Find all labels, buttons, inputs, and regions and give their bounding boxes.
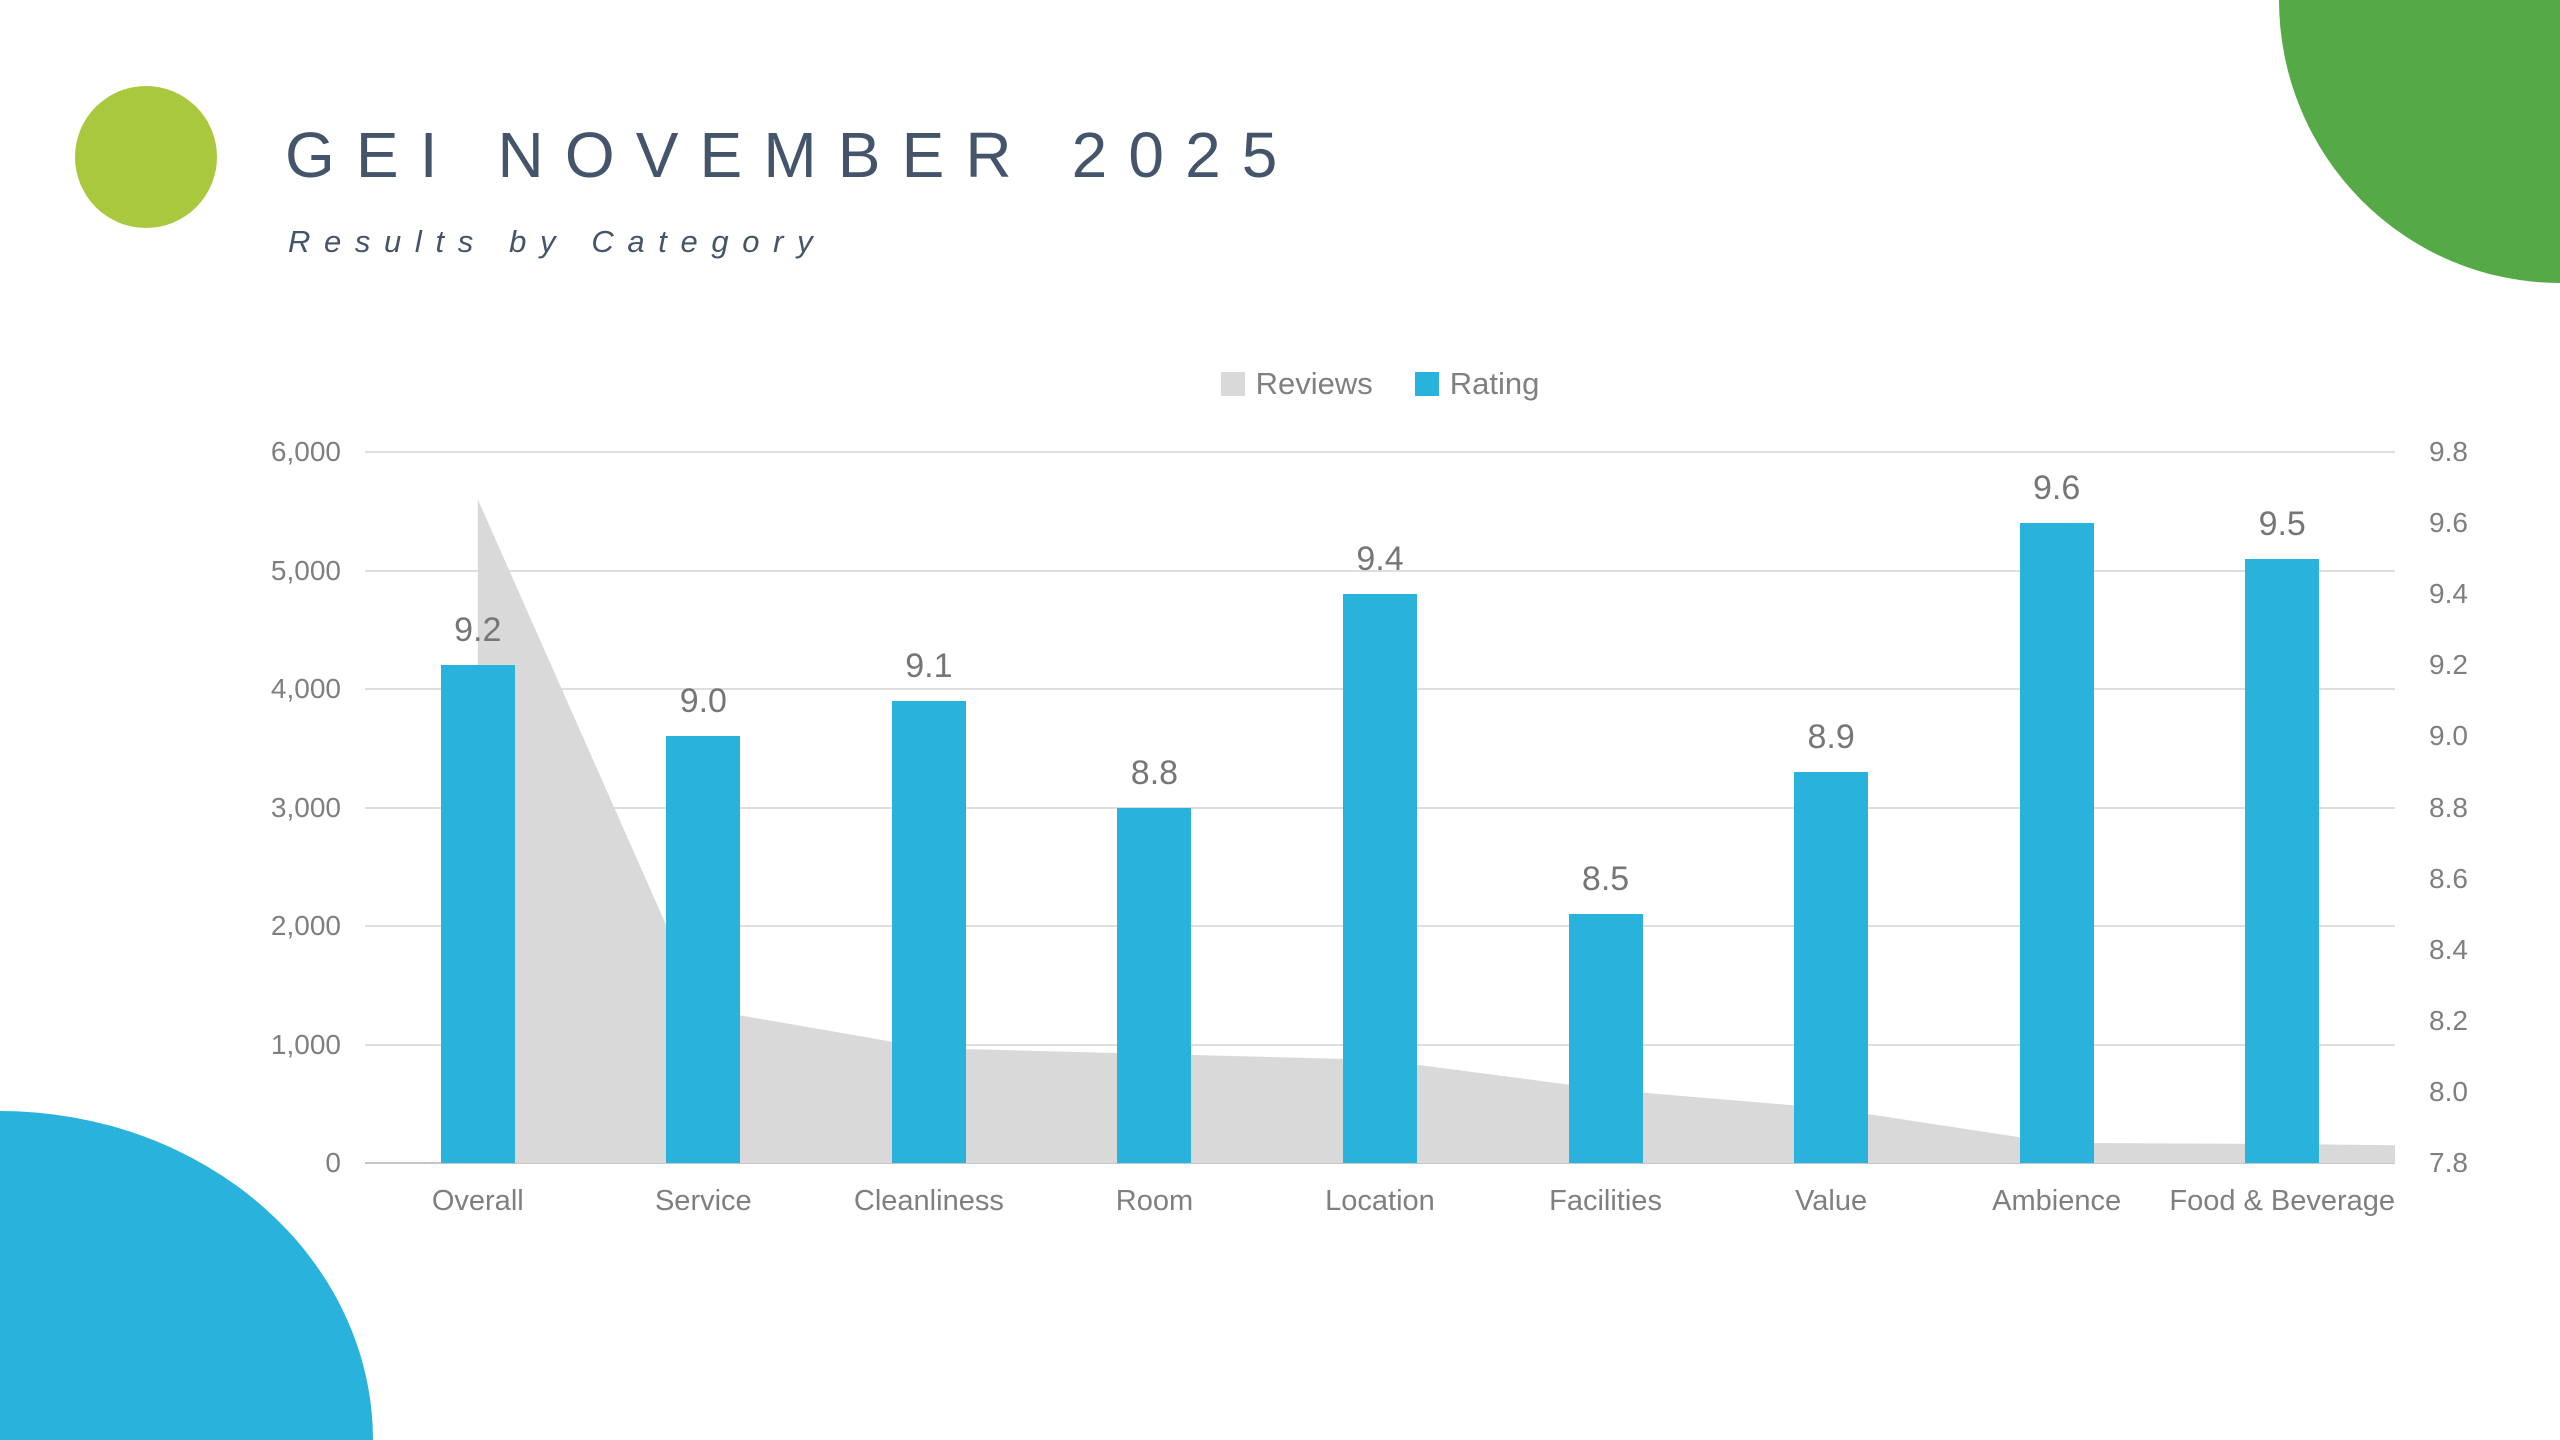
right-axis-tick: 8.2 [2429,1004,2468,1036]
left-axis-tick: 5,000 [270,554,341,586]
corner-blob-bottom-left-icon [0,1111,373,1440]
x-axis-category-label-overall: Overall [431,1185,524,1217]
rating-value-label-room: 8.8 [1130,753,1179,792]
page-subtitle: Results by Category [288,224,827,259]
right-axis-tick: 9.0 [2429,720,2468,752]
legend-swatch-icon [1414,372,1439,396]
x-axis-category-label-ambience: Ambience [1992,1185,2122,1217]
right-axis-tick: 9.2 [2429,649,2468,681]
rating-bar-cleanliness [891,700,966,1163]
legend-item-reviews: Reviews [1220,366,1373,402]
right-axis-tick: 9.6 [2429,507,2468,539]
right-axis-tick: 7.8 [2429,1147,2468,1178]
x-axis-category-label-cleanliness: Cleanliness [853,1185,1004,1217]
x-axis-category-label-food-beverage: Food & Beverage [2169,1185,2396,1217]
gridline [365,451,2395,453]
right-axis-tick: 8.6 [2429,862,2468,894]
left-axis-tick: 6,000 [270,436,341,467]
x-axis-category-label-service: Service [654,1185,752,1217]
rating-value-label-location: 9.4 [1356,540,1404,579]
corner-blob-top-right-icon [2279,0,2560,283]
left-axis-tick: 3,000 [270,791,341,823]
rating-value-label-service: 9.0 [679,682,727,721]
rating-bar-food-beverage [2245,558,2320,1163]
x-axis-category-label-room: Room [1115,1185,1194,1217]
rating-bar-room [1117,807,1192,1163]
page-title: GEI NOVEMBER 2025 [285,119,1299,191]
right-axis-tick: 8.8 [2429,791,2468,823]
rating-value-label-ambience: 9.6 [2033,469,2081,508]
left-axis-tick: 2,000 [270,910,341,941]
right-axis-tick: 9.8 [2429,436,2468,467]
left-axis-tick: 0 [325,1147,341,1178]
rating-bar-service [666,736,741,1163]
reviews-area-polygon [477,499,2395,1163]
rating-value-label-cleanliness: 9.1 [905,646,953,685]
rating-bar-facilities [1568,914,1643,1163]
circle-shape-icon [75,86,217,228]
legend-swatch-icon [1220,372,1245,396]
legend-item-rating: Rating [1414,366,1540,402]
right-axis-tick: 8.4 [2429,933,2468,965]
rating-bar-ambience [2019,523,2094,1163]
x-axis-category-label-location: Location [1325,1185,1435,1217]
rating-value-label-value: 8.9 [1807,717,1855,756]
legend-label: Reviews [1255,366,1373,401]
left-axis-tick: 4,000 [270,673,341,704]
right-axis-tick: 8.0 [2429,1075,2468,1107]
x-axis-category-label-value: Value [1795,1185,1868,1217]
rating-bar-location [1343,594,1417,1163]
rating-value-label-facilities: 8.5 [1581,860,1630,899]
rating-value-label-food-beverage: 9.5 [2258,504,2306,543]
rating-value-label-overall: 9.2 [454,611,502,650]
chart-legend: Reviews Rating [365,366,2395,402]
rating-bar-overall [440,665,515,1163]
combo-chart: 0 1,000 2,000 3,000 4,000 5,000 6,000 7.8 8.0 8.2… [271,436,2468,1217]
legend-label: Rating [1449,366,1540,401]
right-axis-tick: 9.4 [2429,578,2468,610]
x-axis-category-label-facilities: Facilities [1549,1185,1662,1217]
left-axis-tick: 1,000 [270,1028,341,1060]
x-axis-line [365,1162,2395,1164]
gridline [365,569,2395,572]
rating-bar-value [1794,771,1869,1163]
